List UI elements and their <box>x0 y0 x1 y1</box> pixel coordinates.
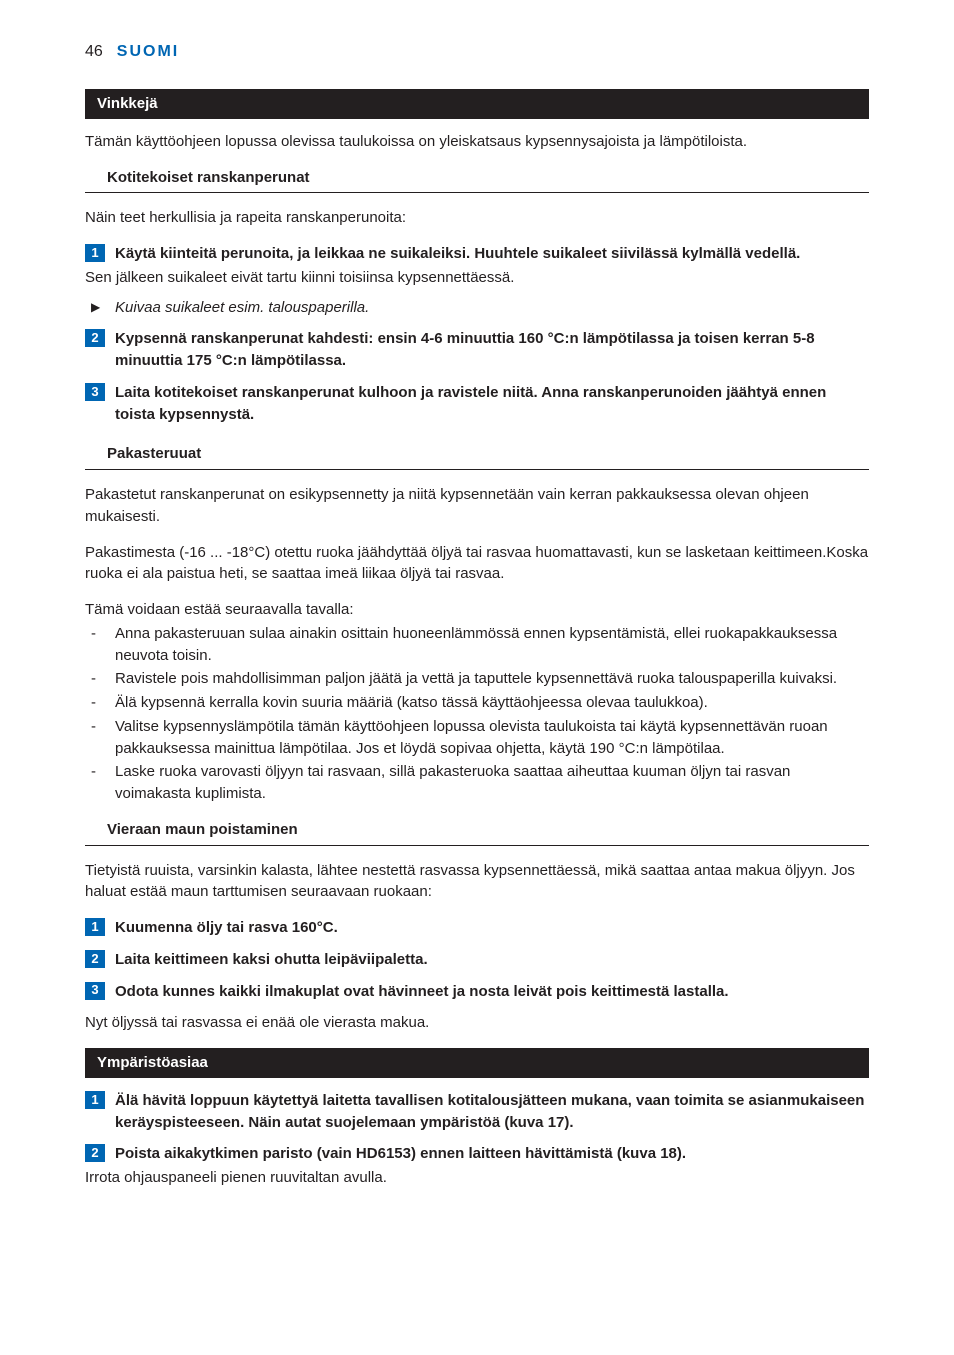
step-number: 3 <box>85 383 105 401</box>
list-item: Valitse kypsennyslämpötila tämän käyttöo… <box>85 716 869 760</box>
subheading-frozen: Pakasteruuat <box>85 443 869 470</box>
section-bar-environment: Ympäristöasiaa <box>85 1048 869 1078</box>
taste-outro: Nyt öljyssä tai rasvassa ei enää ole vie… <box>85 1012 869 1034</box>
step-text: Laita kotitekoiset ranskanperunat kulhoo… <box>115 384 826 423</box>
list-item: Ravistele pois mahdollisimman paljon jää… <box>85 668 869 690</box>
frozen-p3: Tämä voidaan estää seuraavalla tavalla: <box>85 599 869 621</box>
step-text: Käytä kiinteitä perunoita, ja leikkaa ne… <box>115 245 800 262</box>
list-item: Älä kypsennä kerralla kovin suuria määri… <box>85 692 869 714</box>
step-1-extra: Sen jälkeen suikaleet eivät tartu kiinni… <box>85 267 869 289</box>
step-number: 2 <box>85 950 105 968</box>
arrow-note: ▶ Kuivaa suikaleet esim. talouspaperilla… <box>85 297 869 319</box>
tips-intro: Tämän käyttöohjeen lopussa olevissa taul… <box>85 131 869 153</box>
subheading-home-fries: Kotitekoiset ranskanperunat <box>85 167 869 194</box>
step-text: Älä hävitä loppuun käytettyä laitetta ta… <box>115 1092 864 1131</box>
section-bar-tips: Vinkkejä <box>85 89 869 119</box>
arrow-text: Kuivaa suikaleet esim. talouspaperilla. <box>115 299 369 316</box>
step-text: Kuumenna öljy tai rasva 160°C. <box>115 919 338 936</box>
step-text: Odota kunnes kaikki ilmakuplat ovat hävi… <box>115 983 729 1000</box>
taste-step-2: 2 Laita keittimeen kaksi ohutta leipävii… <box>85 949 869 971</box>
list-item: Anna pakasteruuan sulaa ainakin osittain… <box>85 623 869 667</box>
step-text: Laita keittimeen kaksi ohutta leipäviipa… <box>115 951 428 968</box>
step-1: 1 Käytä kiinteitä perunoita, ja leikkaa … <box>85 243 869 265</box>
page-number: 46 <box>85 40 103 63</box>
step-text: Kypsennä ranskanperunat kahdesti: ensin … <box>115 330 815 369</box>
step-2: 2 Kypsennä ranskanperunat kahdesti: ensi… <box>85 328 869 372</box>
language-title: SUOMI <box>117 40 179 63</box>
step-3: 3 Laita kotitekoiset ranskanperunat kulh… <box>85 382 869 426</box>
taste-intro: Tietyistä ruuista, varsinkin kalasta, lä… <box>85 860 869 904</box>
step-number: 1 <box>85 1091 105 1109</box>
step-number: 2 <box>85 329 105 347</box>
frozen-p1: Pakastetut ranskanperunat on esikypsenne… <box>85 484 869 528</box>
taste-step-1: 1 Kuumenna öljy tai rasva 160°C. <box>85 917 869 939</box>
env-step-2-extra: Irrota ohjauspaneeli pienen ruuvitaltan … <box>85 1167 869 1189</box>
page-header: 46 SUOMI <box>85 40 869 63</box>
list-item: Laske ruoka varovasti öljyyn tai rasvaan… <box>85 761 869 805</box>
subheading-taste: Vieraan maun poistaminen <box>85 819 869 846</box>
step-text: Poista aikakytkimen paristo (vain HD6153… <box>115 1145 686 1162</box>
env-step-2: 2 Poista aikakytkimen paristo (vain HD61… <box>85 1143 869 1165</box>
step-number: 3 <box>85 982 105 1000</box>
arrow-icon: ▶ <box>91 299 100 316</box>
frozen-list: Anna pakasteruuan sulaa ainakin osittain… <box>85 623 869 805</box>
taste-step-3: 3 Odota kunnes kaikki ilmakuplat ovat hä… <box>85 981 869 1003</box>
step-number: 2 <box>85 1144 105 1162</box>
env-step-1: 1 Älä hävitä loppuun käytettyä laitetta … <box>85 1090 869 1134</box>
home-fries-intro: Näin teet herkullisia ja rapeita ranskan… <box>85 207 869 229</box>
step-number: 1 <box>85 918 105 936</box>
frozen-p2: Pakastimesta (-16 ... -18°C) otettu ruok… <box>85 542 869 586</box>
step-number: 1 <box>85 244 105 262</box>
